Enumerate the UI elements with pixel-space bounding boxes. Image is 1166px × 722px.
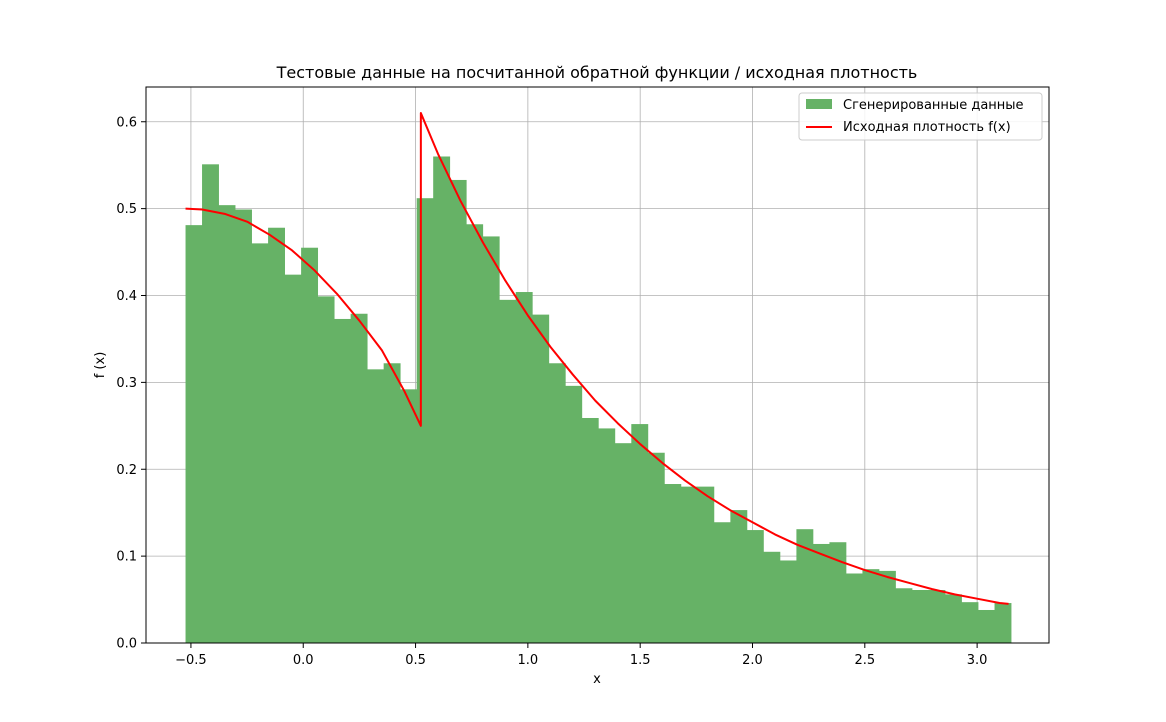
histogram-bar (482, 236, 500, 644)
histogram-bar (862, 569, 880, 643)
histogram-bar (317, 296, 335, 643)
histogram-bar (532, 314, 550, 643)
histogram-bar (614, 443, 632, 643)
histogram-bar (268, 227, 285, 644)
histogram-bar (515, 292, 533, 643)
y-tick-label: 0.5 (116, 202, 137, 217)
histogram-bar (367, 369, 385, 643)
y-tick-label: 0.0 (116, 637, 137, 652)
histogram-bar (895, 588, 913, 643)
histogram-bar (581, 417, 599, 643)
histogram-bar (499, 299, 517, 643)
histogram-bar (680, 486, 698, 643)
histogram-bar (466, 224, 484, 643)
legend-density-label: Исходная плотность f(x) (843, 120, 1011, 135)
x-axis-label: x (593, 672, 601, 687)
histogram-bar (334, 318, 352, 643)
histogram-bar (598, 428, 616, 643)
x-tick-label: 2.0 (742, 653, 763, 668)
histogram-bar (779, 560, 797, 643)
histogram-bar (202, 164, 219, 643)
histogram-bar (631, 424, 649, 643)
histogram-bar (235, 209, 252, 643)
density-curve-layer (185, 112, 1009, 605)
x-tick-label: 0.0 (293, 653, 314, 668)
histogram-bar (433, 156, 451, 643)
histogram-bar (994, 603, 1012, 643)
histogram-bar (185, 225, 203, 643)
histogram-bar (911, 590, 929, 643)
y-axis-label: f (x) (93, 352, 108, 379)
histogram-bar (647, 452, 665, 643)
histogram-bars (185, 156, 1012, 644)
histogram-bar (928, 590, 946, 643)
histogram-bar (350, 313, 368, 643)
histogram-bar (284, 274, 302, 643)
histogram-bar (961, 602, 979, 643)
x-tick-label: 2.5 (854, 653, 875, 668)
histogram-bar (664, 484, 682, 643)
histogram-bar (944, 594, 962, 643)
histogram-bar (565, 385, 583, 643)
histogram-bar (746, 530, 764, 643)
legend-box (798, 92, 1043, 141)
histogram-bar (383, 363, 401, 643)
x-axis-ticks: −0.5 0.0 0.5 1.0 1.5 2.0 2.5 3.0 (175, 643, 987, 668)
histogram-bar (449, 179, 467, 644)
y-tick-label: 0.2 (116, 463, 137, 478)
density-curve (185, 112, 1009, 605)
histogram-bar (251, 243, 269, 643)
histogram-bar (796, 529, 814, 643)
histogram-bar (763, 551, 781, 643)
x-tick-label: 1.5 (630, 653, 651, 668)
y-tick-label: 0.4 (116, 289, 137, 304)
x-tick-label: 3.0 (967, 653, 988, 668)
histogram-bar (812, 543, 830, 643)
histogram-bar (548, 363, 566, 643)
histogram-bar (697, 486, 715, 643)
histogram-bar (400, 389, 418, 643)
histogram-bar (730, 510, 748, 643)
legend-histogram-label: Сгенерированные данные (843, 98, 1024, 113)
histogram-bar (978, 609, 995, 643)
x-tick-label: 1.0 (518, 653, 539, 668)
y-axis-ticks: 0.0 0.1 0.2 0.3 0.4 0.5 0.6 (116, 115, 146, 652)
histogram-bar (878, 570, 896, 643)
x-tick-label: −0.5 (175, 653, 207, 668)
histogram-bar (218, 205, 236, 643)
plot-frame (145, 86, 1050, 644)
legend-histogram-swatch (806, 99, 832, 109)
y-tick-label: 0.3 (116, 376, 137, 391)
chart-title: Тестовые данные на посчитанной обратной … (276, 63, 918, 82)
y-tick-label: 0.1 (116, 550, 137, 565)
y-tick-label: 0.6 (116, 115, 137, 130)
histogram-bar (301, 247, 319, 643)
legend: Сгенерированные данные Исходная плотност… (798, 92, 1043, 141)
histogram-bar (845, 573, 863, 643)
x-tick-label: 0.5 (405, 653, 426, 668)
histogram-bar (713, 522, 731, 643)
histogram-bar (829, 542, 847, 643)
